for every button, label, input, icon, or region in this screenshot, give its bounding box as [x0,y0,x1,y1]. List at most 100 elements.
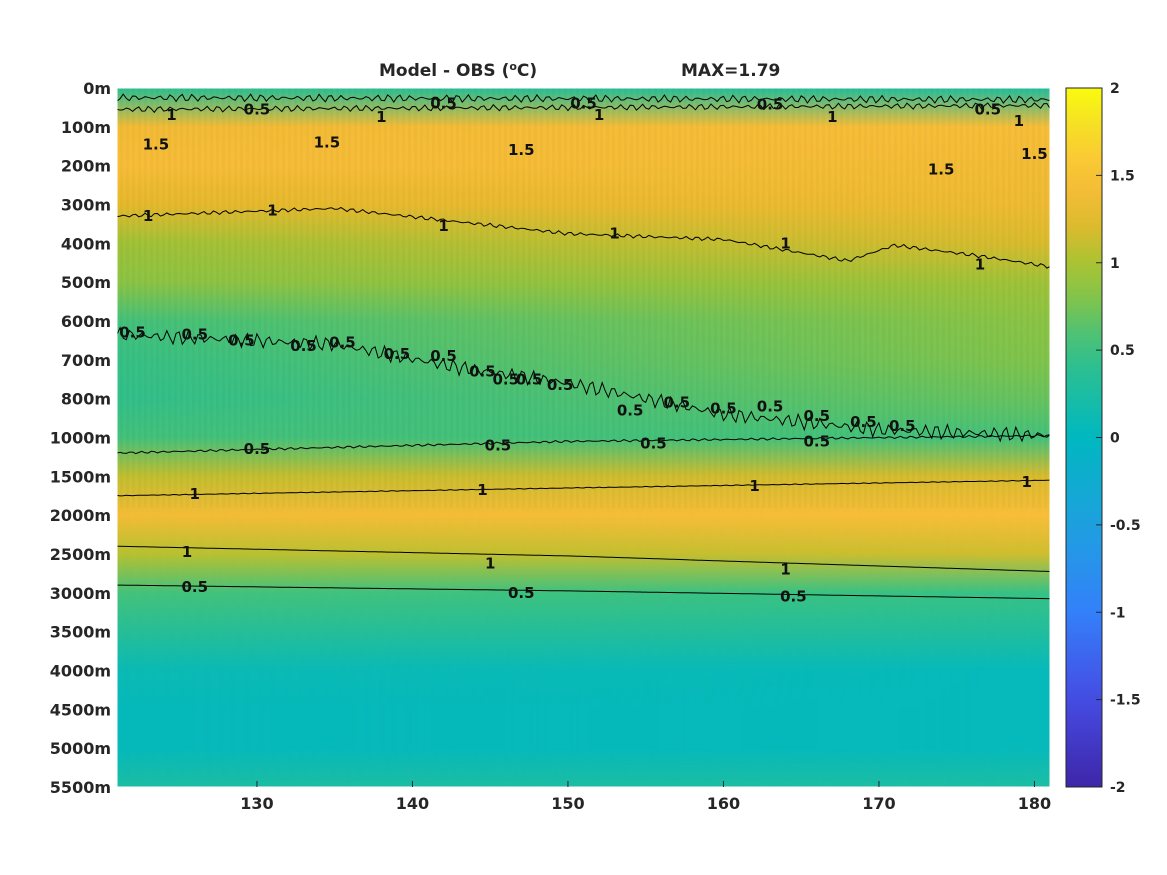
contour-label: 0.5 [757,397,784,415]
contour-label: 0.5 [640,434,667,452]
y-tick-label: 1500m [50,467,111,486]
contour-label: 1.5 [928,161,955,179]
contour-label: 1 [485,555,495,573]
contour-label: 1 [749,477,759,495]
contour-label: 0.5 [485,436,512,454]
contour-label: 0.5 [757,95,784,113]
contour-label: 0.5 [492,370,519,388]
y-tick-label: 4500m [50,700,111,719]
contour-label: 0.5 [329,333,356,351]
y-tick-label: 2500m [50,545,111,564]
colorbar-tick-label: -2 [1110,780,1126,796]
contour-label: 1.5 [314,133,341,151]
contour-label: 0.5 [244,100,271,118]
contour-c1-thermocline [117,206,1050,269]
contour-label: 1.5 [508,141,535,159]
contour-label: 1 [780,234,790,252]
contour-label: 1 [1021,473,1031,491]
contour-label: 1 [594,106,604,124]
contour-label: 0.5 [850,413,877,431]
contour-c05-3000m [117,584,1050,600]
contour-label: 0.5 [664,394,691,412]
contour-label: 0.5 [780,588,807,606]
contour-label: 1 [190,485,200,503]
y-tick-label: 3000m [50,584,111,603]
max-label: MAX=1.79 [681,61,780,81]
contour-label: 0.5 [570,95,597,113]
y-tick-label: 600m [61,312,111,331]
y-tick-label: 700m [61,351,111,370]
contour-label: 0.5 [430,347,457,365]
contour-c1-1500m [117,479,1050,497]
contour-label: 0.5 [803,432,830,450]
y-tick-label: 5000m [50,739,111,758]
y-tick-label: 4000m [50,662,111,681]
contour-label: 1 [143,207,153,225]
contour-label: 0.5 [508,584,535,602]
y-tick-label: 0m [83,79,111,98]
contour-label: 1 [975,256,985,274]
contour-label: 0.5 [384,345,411,363]
contour-label: 1.5 [1021,145,1048,163]
contour-label: 1 [182,543,192,561]
colorbar-tick-label: -0.5 [1110,518,1141,534]
contour-label: 1 [438,217,448,235]
heatmap-field [117,88,1050,787]
x-tick-label: 140 [396,794,429,813]
y-tick-label: 100m [61,118,111,137]
y-tick-label: 5500m [50,778,111,797]
y-tick-label: 2000m [50,506,111,525]
colorbar-tick-label: 0.5 [1110,343,1135,359]
contour-label: 0.5 [889,417,916,435]
contour-label: 0.5 [181,326,208,344]
x-tick-label: 170 [862,794,895,813]
contour-label: 1 [477,481,487,499]
contour-label: 0.5 [710,399,737,417]
colorbar-tick-label: -1 [1110,605,1126,621]
contour-label: 1 [376,108,386,126]
contour-label: 0.5 [119,324,146,342]
y-tick-label: 300m [61,196,111,215]
contour-labels: 0.5 0.5 0.5 0.5 0.51 1 1 1 11.5 1.5 1.51.51.51 11 11… [119,95,1047,606]
contour-label: 0.5 [244,440,271,458]
contour-c1-2500m [117,545,1050,572]
colorbar-tick-label: -1.5 [1110,693,1141,709]
contour-c1-surface [117,102,1050,114]
contour-label: 1 [827,108,837,126]
contour-label: 0.5 [516,370,543,388]
contour-lines [117,93,1050,600]
contour-label: 1 [166,106,176,124]
contour-label: 0.5 [430,95,457,113]
y-tick-label: 400m [61,234,111,253]
contour-label: 1.5 [143,135,170,153]
contour-label: 1 [609,225,619,243]
contour-label: 1 [780,561,790,579]
colorbar-ticks: 2 1.5 1 0.5 0 -0.5 -1 -1.5 -2 [1096,81,1141,796]
y-tick-label: 1000m [50,429,111,448]
x-tick-label: 160 [707,794,740,813]
colorbar-tick-label: 2 [1110,81,1120,97]
chart-title: Model - OBS (oC) [379,60,537,81]
contour-label: 0.5 [181,578,208,596]
contour-label: 1 [267,201,277,219]
contour-label: 0.5 [803,407,830,425]
y-tick-label: 500m [61,273,111,292]
x-tick-label: 180 [1018,794,1051,813]
colorbar-tick-label: 1.5 [1110,168,1135,184]
y-tick-label: 200m [61,157,111,176]
contour-label: 0.5 [547,376,574,394]
contour-c05-surface [117,93,1050,104]
y-tick-label: 800m [61,390,111,409]
x-tick-label: 130 [240,794,273,813]
contour-c05-mid [117,326,1050,443]
contour-c05-1000m [117,434,1050,455]
colorbar-tick-label: 0 [1110,431,1120,447]
contour-label: 0.5 [290,337,317,355]
contour-label: 0.5 [617,401,644,419]
contour-label: 0.5 [975,100,1002,118]
plot-frame [116,87,1051,788]
contour-label: 0.5 [228,331,255,349]
colorbar-tick-label: 1 [1110,256,1120,272]
y-tick-label: 3500m [50,623,111,642]
